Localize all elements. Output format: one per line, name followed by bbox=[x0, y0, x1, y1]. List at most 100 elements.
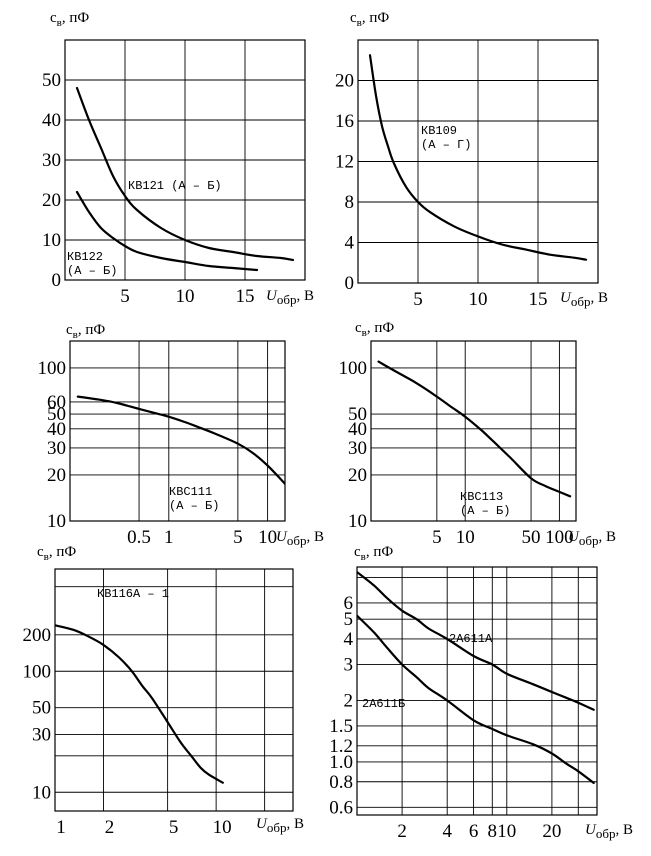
y-tick-label: 5 bbox=[344, 609, 354, 630]
x-axis-label-unit: , В bbox=[615, 822, 633, 838]
series-annotation: КВ116А – 1 bbox=[97, 587, 169, 601]
y-tick-label: 30 bbox=[348, 438, 367, 459]
x-axis-label-sub: обр bbox=[579, 533, 599, 548]
y-axis-label: cв, пФ bbox=[37, 544, 76, 563]
series-annotation: (А – Б) bbox=[67, 264, 117, 278]
y-tick-label: 20 bbox=[335, 71, 354, 92]
y-tick-label: 50 bbox=[42, 70, 61, 91]
y-tick-label: 100 bbox=[23, 661, 52, 682]
y-tick-label: 40 bbox=[42, 110, 61, 131]
y-tick-label: 40 bbox=[348, 419, 367, 440]
y-tick-label: 50 bbox=[348, 404, 367, 425]
y-tick-label: 50 bbox=[32, 698, 51, 719]
x-axis-label-unit: , В bbox=[306, 529, 324, 545]
x-tick-label: 15 bbox=[529, 289, 548, 310]
series-annotation: КВС113 bbox=[460, 490, 503, 504]
y-tick-label: 8 bbox=[345, 192, 355, 213]
x-axis-label-main: U bbox=[585, 822, 597, 838]
plot-frame bbox=[356, 566, 598, 816]
chart-panel-5: 10 30 50 100 200 1 2 5 10 cв, пФ Uобр, В КВ116А – 1 bbox=[23, 544, 304, 838]
y-axis-label-unit: , пФ bbox=[366, 544, 394, 560]
x-axis-label-unit: , В bbox=[296, 288, 314, 304]
plot-frame bbox=[54, 568, 294, 812]
x-axis-label-sub: обр bbox=[267, 820, 287, 835]
series-curve-1 bbox=[368, 54, 588, 261]
y-tick-label: 3 bbox=[344, 654, 354, 675]
x-tick-label: 2 bbox=[397, 821, 407, 842]
y-tick-label: 2 bbox=[344, 690, 354, 711]
y-tick-label: 10 bbox=[32, 782, 51, 803]
y-axis-label-unit: , пФ bbox=[78, 322, 106, 338]
y-axis-label: cв, пФ bbox=[354, 544, 393, 563]
y-axis-label-unit: , пФ bbox=[367, 320, 395, 336]
series-annotation: КВ109 bbox=[421, 124, 457, 138]
series-annotation: КВ122 bbox=[67, 250, 103, 264]
x-tick-label: 8 bbox=[488, 821, 498, 842]
x-axis-label-unit: , В bbox=[598, 529, 616, 545]
y-axis-label-sub: в bbox=[362, 327, 367, 339]
y-tick-label: 0 bbox=[345, 273, 355, 294]
x-axis-label: Uобр, В bbox=[266, 288, 314, 307]
y-axis-label-sub: в bbox=[44, 551, 49, 563]
x-axis-label: Uобр, В bbox=[585, 822, 633, 841]
chart-panel-1: 0 10 20 30 40 50 5 10 15 cв, пФ Uобр, В КВ121 (А – … bbox=[42, 10, 314, 307]
y-axis-label-main: c bbox=[350, 10, 357, 26]
y-tick-label: 10 bbox=[348, 511, 367, 532]
x-axis-label-main: U bbox=[266, 288, 278, 304]
y-tick-label: 1.5 bbox=[329, 716, 353, 737]
x-tick-label: 5 bbox=[169, 817, 179, 838]
x-axis-label-main: U bbox=[276, 529, 288, 545]
x-axis-label-unit: , В bbox=[286, 816, 304, 832]
x-axis-label: Uобр, В bbox=[560, 290, 608, 309]
y-tick-label: 30 bbox=[42, 150, 61, 171]
y-tick-label: 16 bbox=[335, 111, 354, 132]
y-axis-label-unit: , пФ bbox=[62, 10, 90, 26]
x-tick-label: 1 bbox=[56, 817, 66, 838]
series-curve-1 bbox=[357, 571, 595, 711]
x-tick-label: 15 bbox=[236, 286, 255, 307]
x-tick-label: 5 bbox=[432, 527, 442, 548]
x-tick-label: 10 bbox=[456, 527, 475, 548]
y-tick-label: 4 bbox=[344, 629, 354, 650]
y-tick-label: 30 bbox=[47, 438, 66, 459]
x-axis-label: Uобр, В bbox=[276, 529, 324, 548]
y-tick-label: 10 bbox=[47, 511, 66, 532]
y-axis-label: cв, пФ bbox=[50, 10, 89, 29]
y-tick-label: 1.0 bbox=[329, 752, 353, 773]
y-tick-label: 12 bbox=[335, 152, 354, 173]
x-axis-label-sub: обр bbox=[287, 533, 307, 548]
x-tick-label: 50 bbox=[522, 527, 541, 548]
y-tick-label: 50 bbox=[47, 404, 66, 425]
x-tick-label: 2 bbox=[105, 817, 115, 838]
series-curve-2 bbox=[357, 614, 595, 784]
y-axis-label: cв, пФ bbox=[66, 322, 105, 341]
y-tick-label: 10 bbox=[42, 230, 61, 251]
x-tick-label: 100 bbox=[545, 527, 574, 548]
y-axis-label-sub: в bbox=[357, 17, 362, 29]
y-tick-label: 60 bbox=[47, 392, 66, 413]
plot-frame bbox=[370, 340, 577, 522]
x-tick-label: 5 bbox=[413, 289, 423, 310]
x-axis-label: Uобр, В bbox=[568, 529, 616, 548]
y-tick-label: 20 bbox=[42, 190, 61, 211]
y-tick-label: 40 bbox=[47, 419, 66, 440]
series-curve-2 bbox=[75, 190, 259, 272]
y-tick-label: 6 bbox=[344, 593, 354, 614]
y-axis-label-main: c bbox=[355, 320, 362, 336]
x-tick-label: 1 bbox=[164, 527, 174, 548]
x-axis-label-sub: обр bbox=[571, 294, 591, 309]
series-annotation: 2А611А bbox=[449, 632, 493, 646]
x-tick-label: 20 bbox=[542, 821, 561, 842]
y-axis-label: cв, пФ bbox=[355, 320, 394, 339]
chart-panel-2: 0 4 8 12 16 20 5 10 15 cв, пФ Uобр, В КВ109(А – Г) bbox=[335, 10, 608, 310]
series-annotation: КВ121 (А – Б) bbox=[128, 179, 222, 193]
y-tick-label: 0 bbox=[52, 270, 62, 291]
y-axis-label-main: c bbox=[354, 544, 361, 560]
y-axis-label-main: c bbox=[66, 322, 73, 338]
series-annotation: (А – Б) bbox=[169, 499, 219, 513]
series-curve-1 bbox=[55, 624, 224, 784]
y-tick-label: 30 bbox=[32, 725, 51, 746]
